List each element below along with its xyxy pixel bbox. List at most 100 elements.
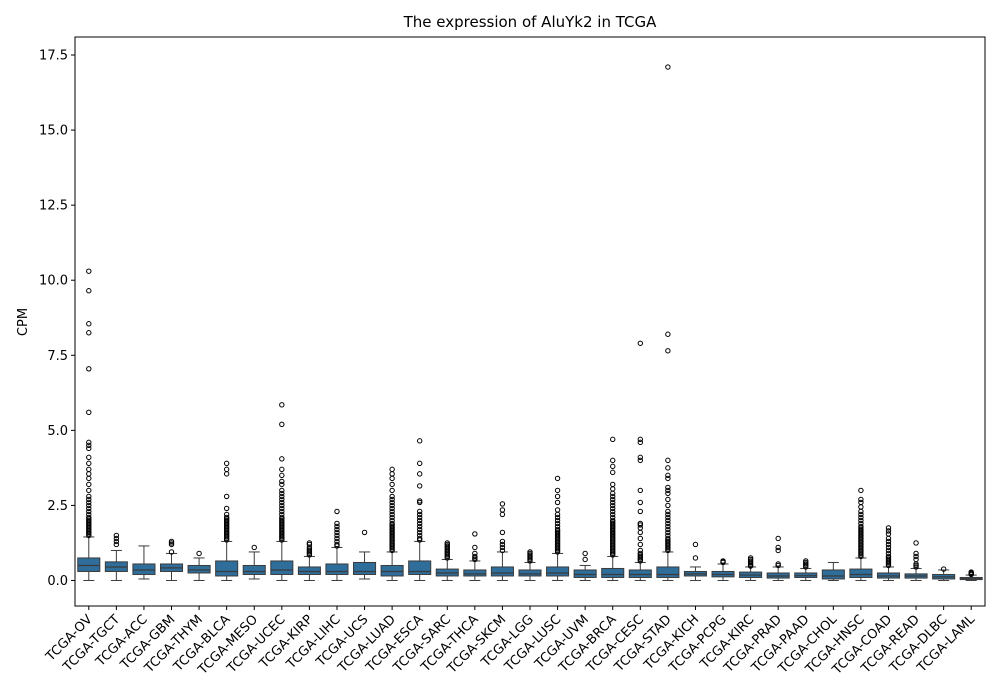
outlier-point: [554, 523, 561, 530]
outlier-point: [610, 505, 616, 512]
outlier-point: [361, 529, 368, 536]
outlier-point: [665, 484, 671, 491]
outlier-point: [334, 538, 340, 545]
box-group-tcga-lusc: [546, 475, 570, 581]
outlier-point: [913, 556, 919, 563]
outlier-point: [858, 496, 864, 503]
outlier-point: [775, 561, 781, 567]
outlier-point: [913, 553, 919, 560]
outlier-point: [692, 555, 699, 561]
outlier-point: [610, 511, 616, 518]
outlier-point: [113, 541, 120, 548]
outlier-point: [416, 517, 423, 524]
outlier-point: [86, 454, 92, 461]
y-tick-label: 7.5: [47, 349, 68, 364]
outlier-point: [472, 550, 478, 557]
outlier-point: [389, 487, 395, 494]
outlier-point: [610, 496, 616, 503]
outlier-point: [803, 558, 809, 564]
outlier-point: [279, 514, 285, 521]
outlier-point: [472, 553, 478, 560]
outlier-point: [472, 544, 478, 551]
outlier-point: [389, 517, 395, 524]
iqr-box: [77, 557, 101, 572]
outlier-point: [416, 483, 423, 489]
outlier-point: [610, 436, 616, 443]
outlier-point: [968, 569, 974, 575]
outlier-point: [223, 511, 230, 518]
outlier-point: [637, 535, 644, 542]
iqr-box: [490, 566, 514, 577]
outlier-point: [637, 439, 644, 446]
outlier-point: [610, 508, 616, 515]
outlier-point: [334, 523, 340, 530]
box-group-tcga-uvm: [573, 550, 597, 581]
outlier-point: [389, 499, 395, 506]
outlier-point: [416, 498, 423, 504]
outlier-point: [86, 460, 92, 467]
iqr-box: [132, 563, 156, 575]
iqr-box: [821, 569, 845, 580]
outlier-point: [665, 331, 671, 337]
outlier-point: [885, 544, 892, 551]
outlier-point: [279, 493, 285, 500]
outlier-point: [665, 508, 671, 515]
outlier-point: [279, 421, 285, 428]
outlier-point: [554, 487, 561, 494]
outlier-point: [665, 511, 671, 518]
iqr-box: [518, 569, 542, 577]
outlier-point: [86, 511, 92, 518]
outlier-point: [554, 475, 561, 482]
iqr-box: [849, 568, 873, 578]
box-group-tcga-coad: [876, 525, 901, 581]
outlier-point: [775, 547, 781, 554]
iqr-box: [546, 566, 570, 577]
box-group-tcga-ov: [77, 268, 101, 581]
outlier-point: [610, 499, 616, 506]
box-group-tcga-sarc: [435, 540, 459, 581]
outlier-point: [665, 535, 671, 542]
outlier-point: [665, 532, 671, 539]
y-tick-label: 5.0: [47, 424, 68, 439]
outlier-point: [637, 457, 644, 464]
outlier-point: [637, 520, 644, 527]
outlier-point: [554, 514, 561, 521]
y-tick-label: 10.0: [39, 274, 68, 289]
outlier-point: [637, 340, 644, 346]
outlier-point: [665, 502, 671, 509]
outlier-point: [223, 466, 230, 473]
outlier-point: [885, 538, 892, 545]
outlier-point: [637, 541, 644, 548]
outlier-point: [499, 544, 506, 551]
outlier-point: [665, 514, 671, 521]
iqr-box: [463, 569, 487, 577]
box-group-tcga-paad: [794, 558, 818, 581]
outlier-point: [472, 531, 478, 537]
outlier-point: [554, 493, 561, 500]
box-group-tcga-ucec: [270, 402, 294, 581]
y-tick-label: 12.5: [39, 199, 68, 214]
outlier-point: [334, 508, 340, 515]
outlier-point: [389, 514, 395, 521]
iqr-box: [297, 566, 321, 575]
outlier-point: [858, 517, 864, 524]
y-tick-label: 2.5: [47, 499, 68, 514]
outlier-point: [747, 555, 754, 561]
outlier-point: [416, 460, 423, 467]
outlier-point: [168, 549, 175, 555]
outlier-point: [499, 547, 506, 554]
outlier-point: [86, 487, 92, 494]
box-group-tcga-cesc: [628, 340, 652, 581]
outlier-point: [720, 558, 726, 564]
outlier-point: [389, 493, 395, 500]
iqr-box: [408, 560, 432, 575]
outlier-point: [610, 517, 616, 524]
outlier-point: [885, 550, 892, 557]
outlier-point: [279, 508, 285, 515]
outlier-point: [637, 454, 644, 461]
outlier-point: [775, 544, 781, 551]
outlier-point: [610, 493, 616, 500]
outlier-point: [279, 456, 285, 462]
outlier-point: [86, 445, 92, 452]
